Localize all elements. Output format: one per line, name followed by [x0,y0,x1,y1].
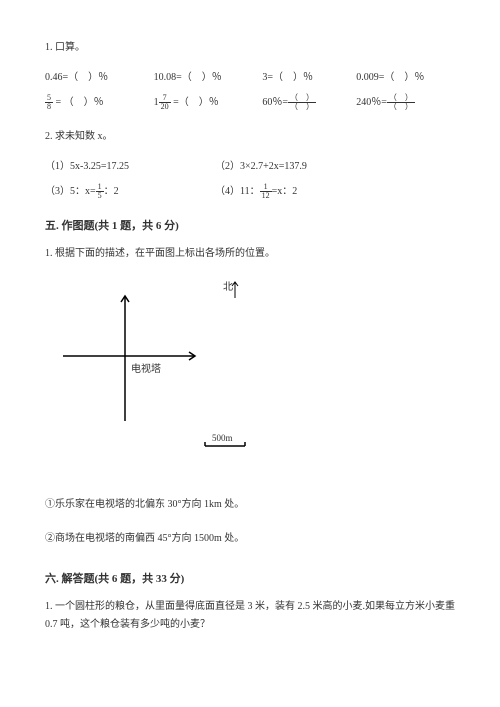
q1-r2-c3-pre: 60％= [262,97,288,108]
sec5-q: 1. 根据下面的描述，在平面图上标出各场所的位置。 [45,246,455,262]
q1-row1: 0.46=（ ）％ 10.08=（ ）％ 3=（ ）％ 0.009=（ ）％ [45,70,455,86]
sec5-p2: ②商场在电视塔的南偏西 45°方向 1500m 处。 [45,531,455,547]
q2-block: 2. 求未知数 x。 （1）5x-3.25=17.25 （2）3×2.7+2x=… [45,129,455,200]
q2-item2: （2）3×2.7+2x=137.9 [215,159,385,175]
map-svg: 北 电视塔 500m [55,276,265,481]
q2-item4-pre: （4）11： [215,186,260,197]
q2-row1: （1）5x-3.25=17.25 （2）3×2.7+2x=137.9 [45,159,455,175]
q1-r1-c3: 3=（ ）％ [262,70,356,86]
q1-r2-c1-text: = （ ）％ [53,97,104,108]
q2-item1: （1）5x-3.25=17.25 [45,159,215,175]
paren-frac-2: （ ）（ ） [387,94,415,111]
q1-r1-c4: 0.009=（ ）％ [356,70,455,86]
sec5-p1: ①乐乐家在电视塔的北偏东 30°方向 1km 处。 [45,497,455,513]
q1-r2-c1: 58 = （ ）％ [45,94,154,111]
north-label: 北 [223,281,233,293]
q1-r2-c2: 1720 =（ ）％ [154,94,263,111]
q2-item4: （4）11：112=x：2 [215,183,385,200]
map-diagram: 北 电视塔 500m [55,276,455,487]
frac-7-20: 720 [159,94,171,111]
q1-r2-c4: 240％=（ ）（ ） [356,94,455,111]
q2-item4-tail: =x：2 [272,186,298,197]
q1-r2-c2-text: =（ ）％ [171,97,219,108]
q1-r1-c2: 10.08=（ ）％ [154,70,263,86]
q1-title: 1. 口算。 [45,40,455,56]
section6-heading: 六. 解答题(共 6 题，共 33 分) [45,571,455,589]
q1-r1-c1: 0.46=（ ）％ [45,70,154,86]
frac-1-5: 15 [96,183,104,200]
q2-item3-pre: （3）5：x= [45,186,96,197]
frac-5-8: 58 [45,94,53,111]
q1-r2-c3: 60％=（ ）（ ） [262,94,356,111]
q1-row2: 58 = （ ）％ 1720 =（ ）％ 60％=（ ）（ ） 240％=（ ）… [45,94,455,111]
section5-heading: 五. 作图题(共 1 题，共 6 分) [45,218,455,236]
q2-row2: （3）5：x=15：2 （4）11：112=x：2 [45,183,455,200]
q2-title: 2. 求未知数 x。 [45,129,455,145]
sec6-q1: 1. 一个圆柱形的粮仓，从里面量得底面直径是 3 米，装有 2.5 米高的小麦.… [45,598,455,634]
q2-item3-tail: ：2 [104,186,119,197]
q1-block: 1. 口算。 0.46=（ ）％ 10.08=（ ）％ 3=（ ）％ 0.009… [45,40,455,111]
frac-1-12: 112 [260,183,272,200]
scale-label: 500m [212,433,233,443]
tower-label: 电视塔 [131,362,161,375]
q2-item3: （3）5：x=15：2 [45,183,215,200]
paren-frac-1: （ ）（ ） [288,94,316,111]
q1-r2-c4-pre: 240％= [356,97,387,108]
